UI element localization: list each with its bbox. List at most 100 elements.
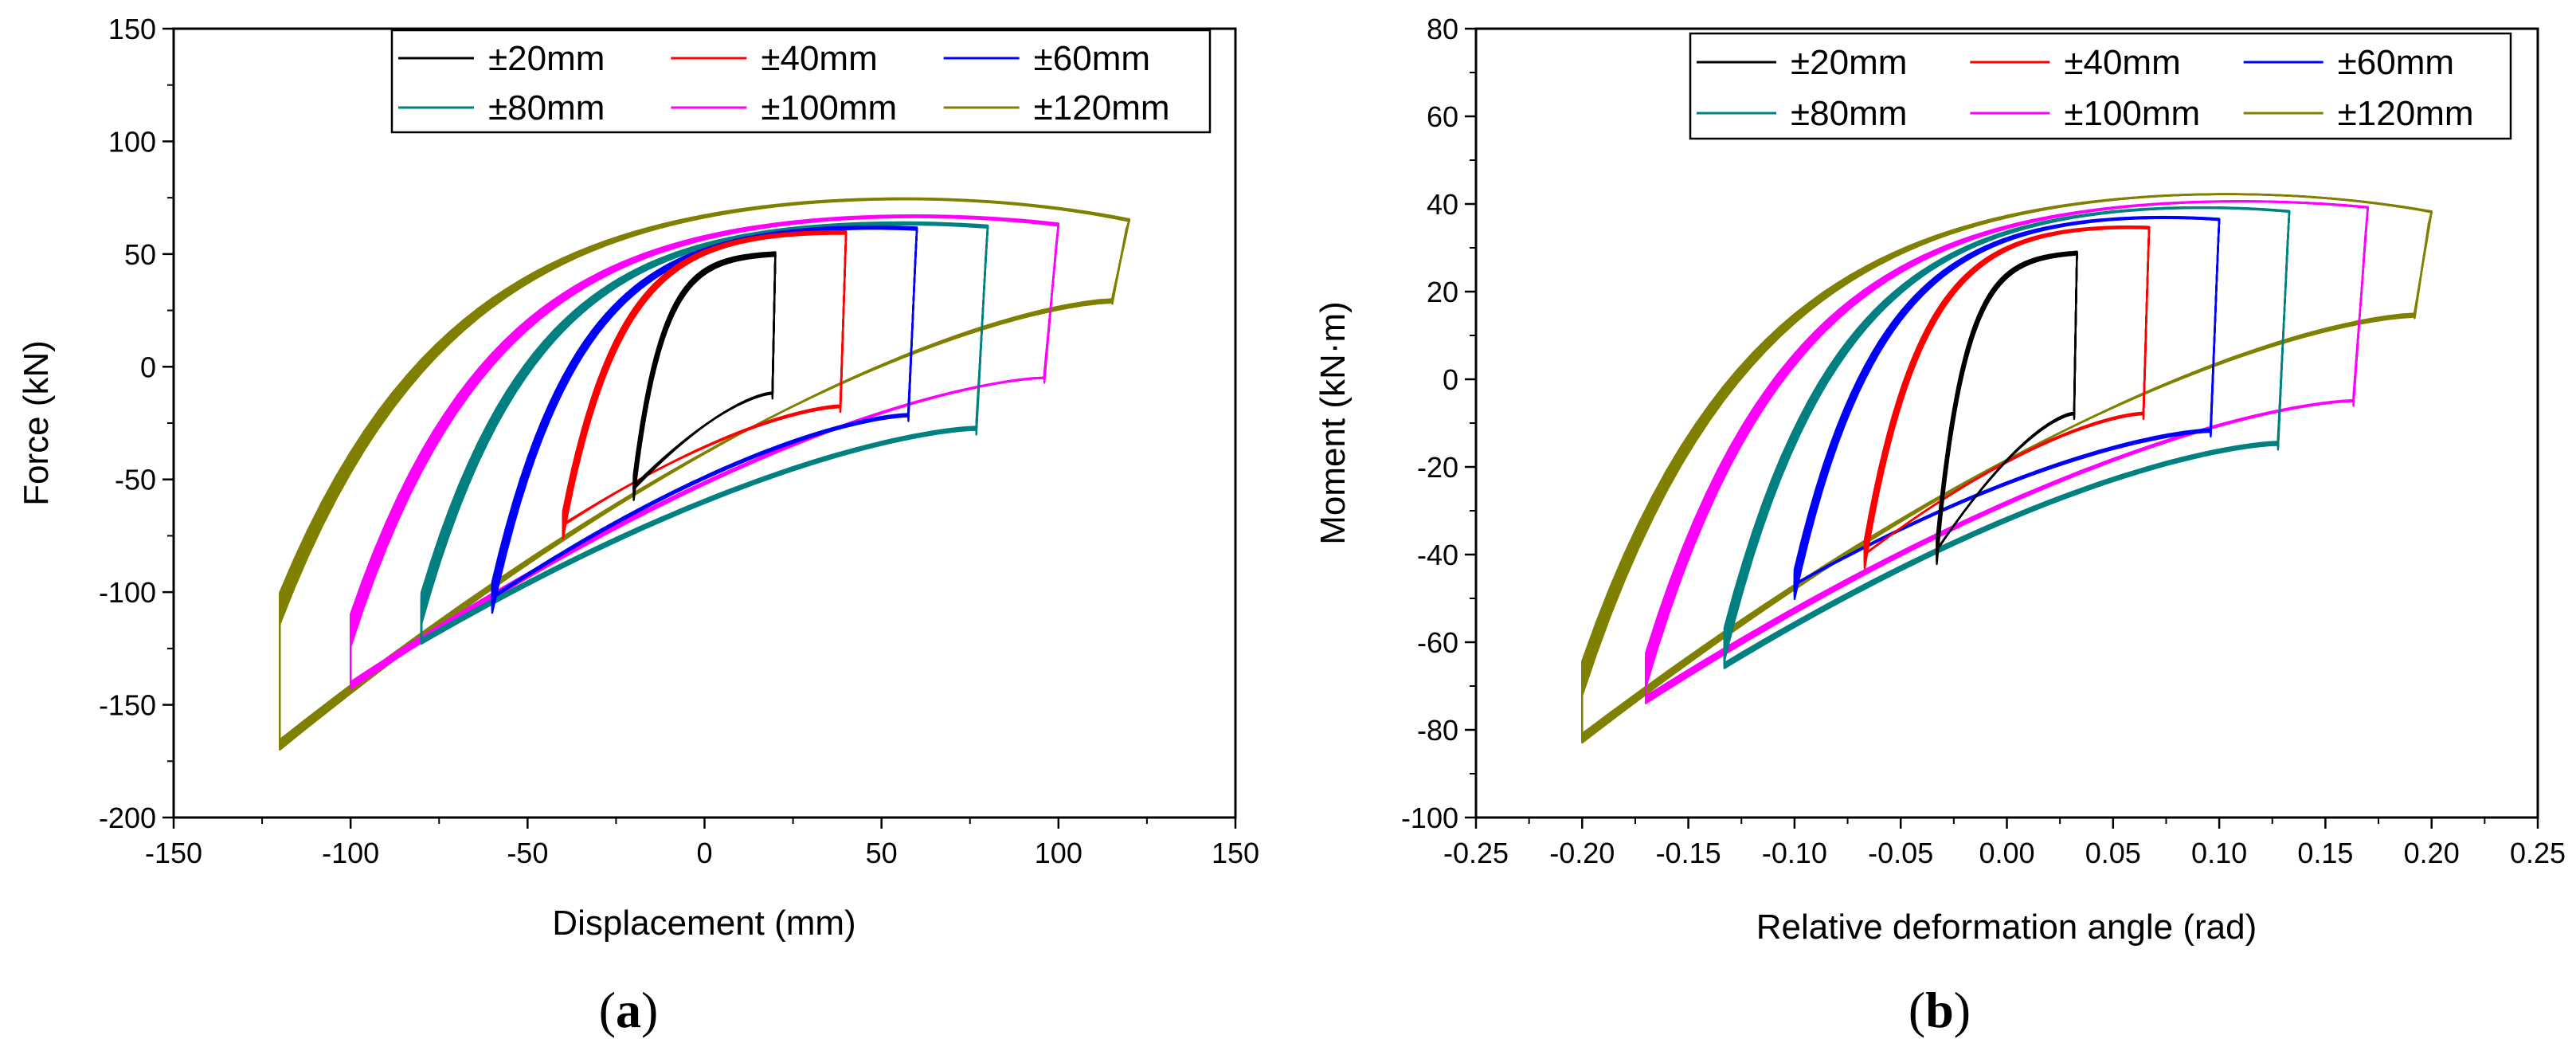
x-tick-label: 50 [866, 837, 898, 869]
x-tick-label: -0.10 [1762, 837, 1827, 869]
x-tick-label: -0.05 [1868, 837, 1933, 869]
hysteresis-curve [562, 232, 848, 534]
y-tick-label: 50 [124, 238, 156, 271]
legend-frame-b [1689, 32, 2512, 140]
x-tick-label: 0 [696, 837, 712, 869]
y-tick-label: 0 [1443, 363, 1458, 396]
series-loops-5 [279, 197, 1130, 751]
legend-label: ±20mm [1791, 43, 1907, 82]
y-tick-label: -20 [1417, 451, 1458, 484]
hysteresis-curve [279, 197, 1130, 742]
legend-label: ±60mm [1034, 39, 1150, 78]
plot-area-b [1581, 193, 2433, 744]
y-axis-label-b: Moment (kN·m) [1313, 301, 1353, 545]
hysteresis-curve [1645, 200, 2369, 697]
hysteresis-curve [279, 198, 1130, 749]
hysteresis-curve [1936, 253, 2078, 559]
legend-label: ±60mm [2338, 43, 2454, 82]
legend-label: ±120mm [2338, 94, 2474, 133]
hysteresis-curve [632, 255, 777, 501]
hysteresis-curve [279, 198, 1130, 746]
series-loops-0 [1936, 250, 2078, 566]
hysteresis-curve [420, 223, 989, 645]
hysteresis-curve [1936, 250, 2078, 552]
x-tick-label: 0.10 [2191, 837, 2247, 869]
plot-area-a [279, 197, 1130, 751]
hysteresis-curve [279, 198, 1130, 743]
hysteresis-curve [279, 198, 1130, 750]
hysteresis-curve [491, 227, 918, 611]
y-tick-label: 80 [1427, 13, 1458, 45]
legend-label: ±40mm [761, 39, 877, 78]
hysteresis-curve [279, 198, 1130, 747]
x-tick-label: 0.05 [2085, 837, 2141, 869]
y-tick-label: 40 [1427, 188, 1458, 221]
hysteresis-curve [1936, 253, 2078, 563]
hysteresis-curve [562, 233, 848, 539]
hysteresis-curve [279, 197, 1130, 741]
y-tick-label: -150 [99, 689, 156, 722]
legend-b: ±20mm ±40mm ±60mm ±80mm ±100mm ±120mm [1689, 32, 2512, 140]
x-tick-label: -100 [322, 837, 379, 869]
x-tick-label: 0.25 [2510, 837, 2566, 869]
series-loops-0 [632, 251, 777, 501]
x-tick-label: -0.15 [1656, 837, 1721, 869]
y-tick-label: 100 [108, 125, 156, 158]
y-tick-label: 60 [1427, 100, 1458, 133]
y-tick-label: -200 [99, 802, 156, 834]
hysteresis-curve [491, 227, 918, 607]
x-tick-label: -50 [507, 837, 548, 869]
x-tick-label: 0.20 [2404, 837, 2460, 869]
x-tick-label: 100 [1035, 837, 1082, 869]
legend-label: ±100mm [761, 88, 897, 127]
y-tick-label: 20 [1427, 276, 1458, 308]
hysteresis-curve [562, 232, 848, 537]
chart-panel-b: -0.25 -0.20 -0.15 -0.10 -0.05 0.00 0.05 0.10 0.1… [1313, 13, 2566, 1038]
hysteresis-curve [279, 198, 1130, 747]
x-tick-label: 150 [1212, 837, 1259, 869]
x-axis-a: -150 -100 -50 0 50 100 150 [145, 818, 1259, 869]
panel-caption-a: (a) [599, 982, 659, 1038]
y-axis-label-a: Force (kN) [17, 340, 56, 506]
y-tick-label: 0 [140, 351, 156, 383]
x-axis-label-a: Displacement (mm) [552, 904, 855, 943]
hysteresis-curve [420, 223, 989, 645]
x-axis-label-b: Relative deformation angle (rad) [1756, 908, 2257, 947]
series-loops-1 [562, 229, 848, 539]
hysteresis-curve [279, 198, 1130, 751]
legend-label: ±40mm [2064, 43, 2180, 82]
chart-panel-a: -150 -100 -50 0 50 100 150 -200-150-100-500501… [17, 13, 1259, 1038]
y-tick-label: -80 [1417, 714, 1458, 747]
hysteresis-curve [279, 198, 1130, 744]
y-tick-label: 150 [108, 13, 156, 45]
hysteresis-curve [632, 251, 777, 491]
y-tick-label: -60 [1417, 626, 1458, 659]
legend-label: ±120mm [1034, 88, 1170, 127]
legend-a: ±20mm ±40mm ±60mm ±80mm ±100mm ±120mm [390, 29, 1212, 134]
x-tick-label: -0.25 [1443, 837, 1509, 869]
series-loops-2 [1793, 215, 2221, 601]
x-tick-label: -150 [145, 837, 202, 869]
hysteresis-curve [1793, 215, 2221, 585]
series-loops-4 [1645, 200, 2369, 704]
y-axis-b: -100 -80 -60 -40 -20 0 20 40 60 80 [1401, 13, 1476, 834]
x-tick-label: -0.20 [1549, 837, 1615, 869]
y-tick-label: -100 [99, 576, 156, 609]
hysteresis-curve [491, 225, 918, 598]
series-loops-1 [1863, 225, 2151, 570]
series-loops-3 [1723, 206, 2291, 669]
legend-label: ±80mm [488, 88, 605, 127]
legend-label: ±20mm [488, 39, 605, 78]
panel-caption-b: (b) [1909, 982, 1971, 1038]
hysteresis-curve [1723, 206, 2291, 665]
x-axis-b: -0.25 -0.20 -0.15 -0.10 -0.05 0.00 0.05 0.10 0.1… [1443, 818, 2566, 869]
y-tick-label: -100 [1401, 802, 1458, 834]
legend-frame-a [390, 29, 1212, 134]
series-loops-2 [491, 225, 918, 614]
y-tick-label: -40 [1417, 539, 1458, 571]
x-tick-label: 0.00 [1979, 837, 2034, 869]
hysteresis-curve [1863, 225, 2151, 556]
x-tick-label: 0.15 [2297, 837, 2353, 869]
y-axis-a: -200 -150 -100 -50 0 50 100 150 [99, 13, 174, 834]
